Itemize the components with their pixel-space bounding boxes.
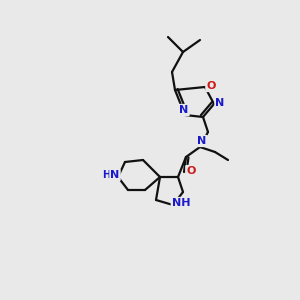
Text: H: H <box>102 170 110 180</box>
Text: NH: NH <box>172 198 190 208</box>
Text: N: N <box>197 136 207 146</box>
Text: O: O <box>186 166 196 176</box>
Text: N: N <box>215 98 225 108</box>
Text: N: N <box>110 170 120 180</box>
Text: O: O <box>206 81 216 91</box>
Text: N: N <box>179 105 189 115</box>
